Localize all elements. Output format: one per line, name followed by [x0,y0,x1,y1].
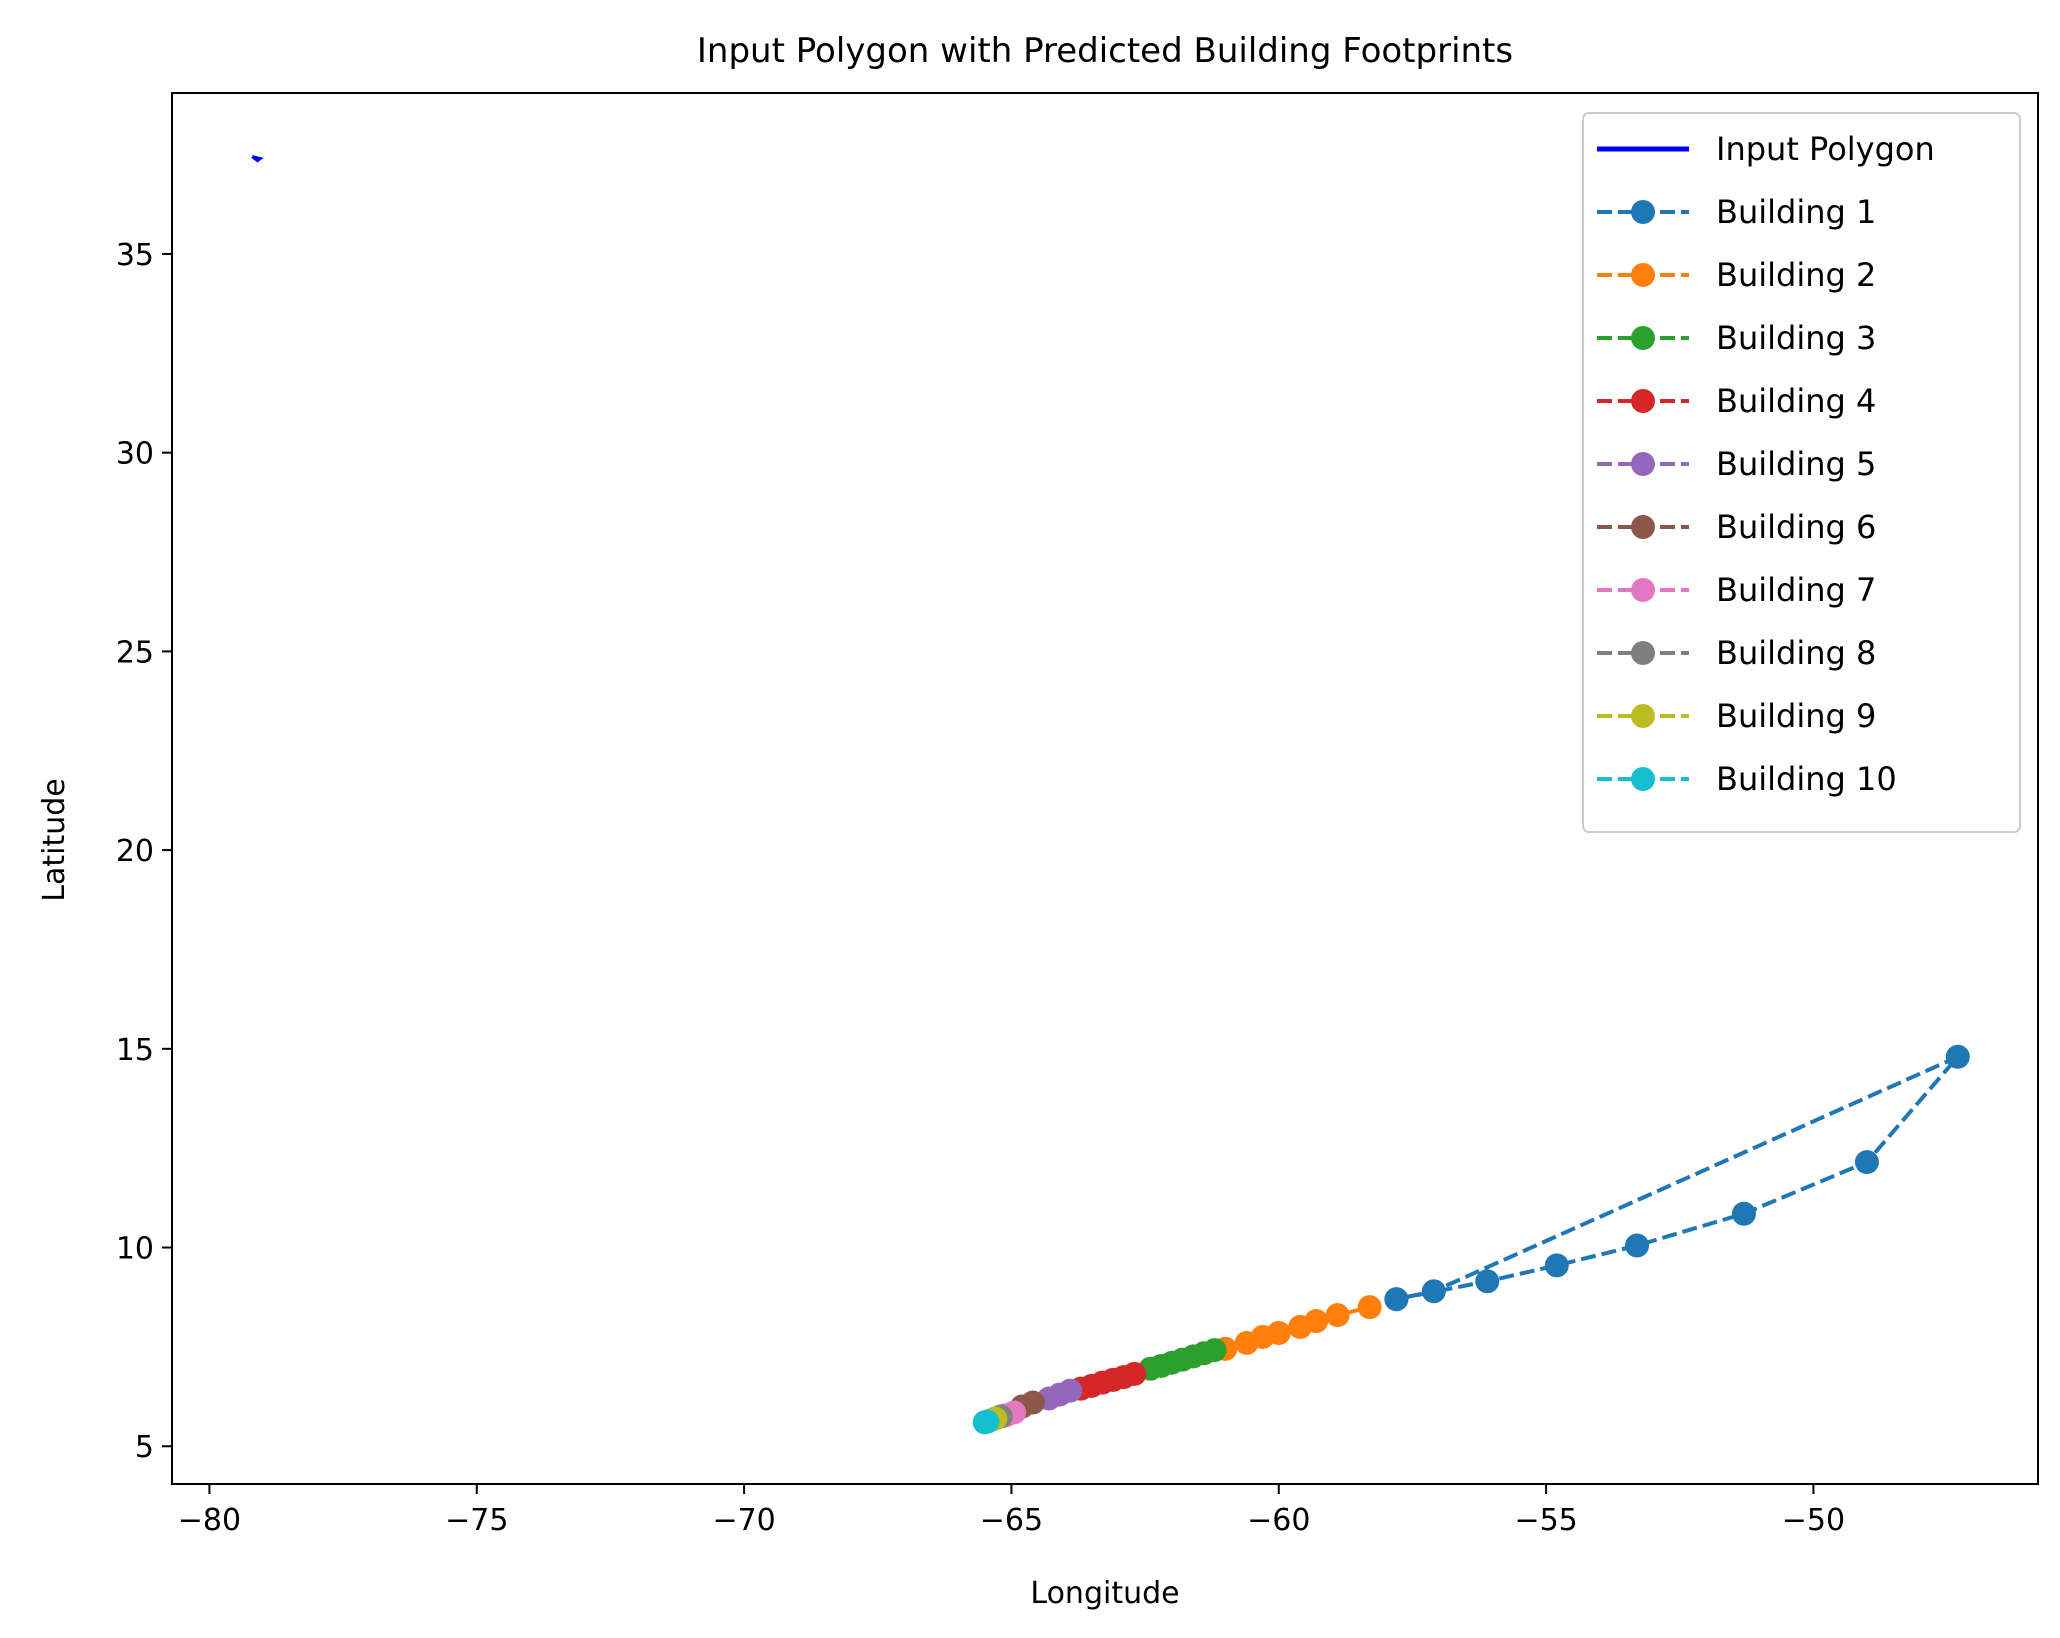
data-point-building-1 [1544,1253,1569,1278]
legend-label: Building 8 [1716,634,1876,672]
series-input-polygon [251,155,264,163]
data-point-building-1 [1475,1269,1500,1294]
legend-item-building-9: Building 9 [1597,697,1876,735]
legend-item-building-8: Building 8 [1597,634,1876,672]
series-building-2 [1213,1295,1382,1361]
data-point-building-1 [1945,1044,1970,1069]
data-point-building-2 [1266,1320,1291,1345]
legend-item-building-2: Building 2 [1597,256,1876,294]
y-tick-label: 10 [116,1232,154,1267]
data-point-building-1 [1624,1233,1649,1258]
legend-swatch-marker [1631,263,1655,287]
data-point-building-2 [1325,1303,1350,1328]
series-building-1 [1384,1044,1970,1312]
legend-item-building-7: Building 7 [1597,571,1876,609]
legend-item-building-1: Building 1 [1597,193,1876,231]
x-tick-label: −80 [178,1503,241,1538]
legend-swatch-marker [1631,515,1655,539]
legend-label: Building 10 [1716,760,1897,798]
legend-label: Building 7 [1716,571,1876,609]
y-tick-label: 30 [116,437,154,472]
data-point-building-2 [1304,1309,1329,1334]
chart-title: Input Polygon with Predicted Building Fo… [697,31,1513,71]
data-point-building-1 [1421,1279,1446,1304]
data-point-building-1 [1384,1287,1409,1312]
legend-swatch-marker [1631,767,1655,791]
legend-item-building-5: Building 5 [1597,445,1876,483]
legend-label: Building 5 [1716,445,1876,483]
x-tick-label: −65 [980,1503,1043,1538]
y-tick-label: 20 [116,834,154,869]
y-axis-label: Latitude [37,778,72,901]
data-point-building-1 [1731,1201,1756,1226]
data-point-building-10 [975,1409,1000,1434]
x-axis-ticks: −80 −75 −70 −65 −60 −55 −50 [178,1484,1845,1538]
plot-area [251,155,1970,1435]
y-tick-label: 15 [116,1033,154,1068]
data-point-building-1 [1854,1150,1879,1175]
y-axis-ticks: 5 10 15 20 25 30 35 [116,238,172,1465]
legend-swatch-marker [1631,389,1655,413]
data-point-building-5 [1058,1378,1083,1403]
legend-item-building-4: Building 4 [1597,382,1876,420]
legend-swatch-marker [1631,326,1655,350]
legend-item-input-polygon: Input Polygon [1597,130,1935,168]
legend-swatch-marker [1631,452,1655,476]
x-tick-label: −75 [445,1503,508,1538]
series-building-10 [972,1409,1000,1435]
y-tick-label: 25 [116,635,154,670]
legend-item-building-3: Building 3 [1597,319,1876,357]
y-tick-label: 35 [116,238,154,273]
legend-swatch-marker [1631,578,1655,602]
data-point-building-3 [1202,1338,1227,1363]
data-point-building-6 [1020,1390,1045,1415]
series-building-4 [1068,1361,1147,1401]
legend-item-building-10: Building 10 [1597,760,1897,798]
axes-frame [171,92,2039,1485]
x-tick-label: −55 [1514,1503,1577,1538]
legend-swatch-marker [1631,641,1655,665]
x-tick-label: −70 [712,1503,775,1538]
x-tick-label: −60 [1247,1503,1310,1538]
legend-swatch-marker [1631,704,1655,728]
data-point-building-2 [1357,1295,1382,1320]
x-axis-label: Longitude [1030,1576,1179,1611]
legend-item-building-6: Building 6 [1597,508,1876,546]
data-point-building-4 [1122,1361,1147,1386]
legend-label: Building 6 [1716,508,1876,546]
legend-label: Building 9 [1716,697,1876,735]
legend-label: Building 2 [1716,256,1876,294]
legend: Input Polygon Building 1 Building 2 Buildin… [1582,112,2021,833]
y-tick-label: 5 [135,1430,154,1465]
legend-label: Building 1 [1716,193,1876,231]
legend-box [1582,112,2021,833]
legend-label: Building 3 [1716,319,1876,357]
series-line-input-polygon [251,155,264,163]
legend-label: Building 4 [1716,382,1876,420]
legend-label: Input Polygon [1716,130,1935,168]
x-tick-label: −50 [1782,1503,1845,1538]
legend-swatch-marker [1631,200,1655,224]
